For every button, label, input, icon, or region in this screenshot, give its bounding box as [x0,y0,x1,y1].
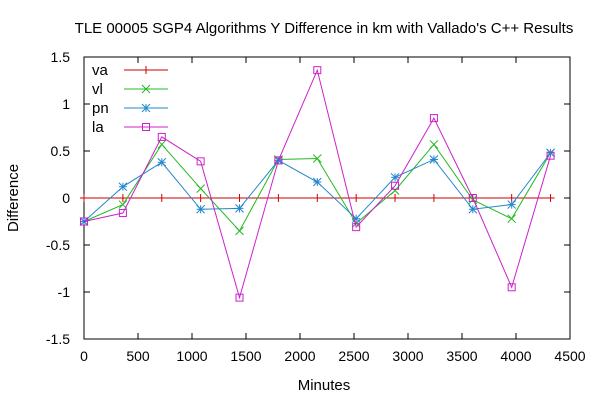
legend-marker [142,66,150,74]
x-tick-label: 3000 [392,348,423,364]
data-point-pn [157,157,167,167]
data-point-vl [468,195,478,205]
data-point-la [118,209,127,218]
x-axis-label: Minutes [298,377,351,394]
axes: 0 500 1000 1500 2000 2500 3000 3500 4000 4500 -1.5… [46,49,586,364]
series-vl [79,140,555,236]
series-la [80,66,555,302]
y-tick-label: 1 [62,96,70,112]
data-point-la [391,181,400,190]
data-point-va [391,194,400,202]
x-tick-label: 3500 [446,348,477,364]
data-point-la [196,157,205,166]
series-va [80,194,555,202]
x-tick-label: 2000 [284,348,315,364]
data-point-pn [468,204,478,214]
data-point-va [235,194,244,202]
data-point-la [235,293,244,302]
data-point-va [196,194,205,202]
data-point-pn [507,200,517,209]
data-point-pn [390,172,400,182]
y-tick-label: -1 [58,284,71,300]
data-point-la [157,132,166,141]
legend-label: pn [92,100,109,117]
y-tick-label: 1.5 [51,49,71,65]
data-point-pn [235,203,244,213]
data-point-la [352,223,361,232]
x-tick-label: 1500 [230,348,261,364]
data-point-vl [312,154,322,163]
x-tick-label: 4500 [554,348,585,364]
x-tick-label: 500 [126,348,150,364]
series-line-pn [83,152,551,222]
data-point-pn [312,177,322,187]
data-point-va [429,194,438,202]
data-point-la [313,66,322,75]
legend-marker [141,84,151,94]
series-line-vl [83,143,551,232]
y-tick-label: 0 [62,190,70,206]
data-point-va [157,194,166,202]
data-point-va [80,194,88,202]
data-point-la [468,194,477,202]
data-point-pn [196,204,205,214]
data-point-vl [507,214,517,224]
legend-label: vl [92,81,103,98]
legend-item-la: la [92,119,168,136]
legend-label: la [92,119,104,136]
data-point-vl [390,186,400,195]
data-point-va [118,194,127,202]
y-tick-label: -1.5 [46,331,70,347]
data-point-va [313,194,322,202]
legend-label: va [92,62,109,79]
data-point-vl [196,184,205,193]
data-point-pn [429,155,439,164]
data-point-va [546,194,555,202]
data-point-la [274,156,283,165]
legend-item-vl: vl [92,81,168,98]
data-point-la [80,217,88,226]
legend-marker [141,103,151,113]
data-point-la [546,151,555,160]
data-point-vl [235,226,244,236]
data-point-va [274,194,283,202]
series-layer [79,66,555,302]
legend: va vl pn la [92,62,168,136]
data-point-pn [546,148,555,158]
data-point-va [352,194,361,202]
x-tick-label: 4000 [500,348,531,364]
data-point-vl [429,140,439,149]
series-line-la [83,68,552,300]
y-axis-label: Difference [5,164,22,232]
legend-item-pn: pn [92,100,168,117]
data-point-la [429,114,438,123]
legend-marker [142,123,150,131]
chart-title: TLE 00005 SGP4 Algorithms Y Difference i… [75,20,574,37]
x-tick-label: 1000 [176,348,207,364]
x-tick-label: 0 [80,348,88,364]
y-tick-label: 0.5 [51,143,71,159]
x-tick-label: 2500 [338,348,369,364]
y-tick-label: -0.5 [46,237,70,253]
data-point-la [507,283,516,292]
data-point-pn [118,182,128,192]
legend-item-va: va [92,62,168,79]
